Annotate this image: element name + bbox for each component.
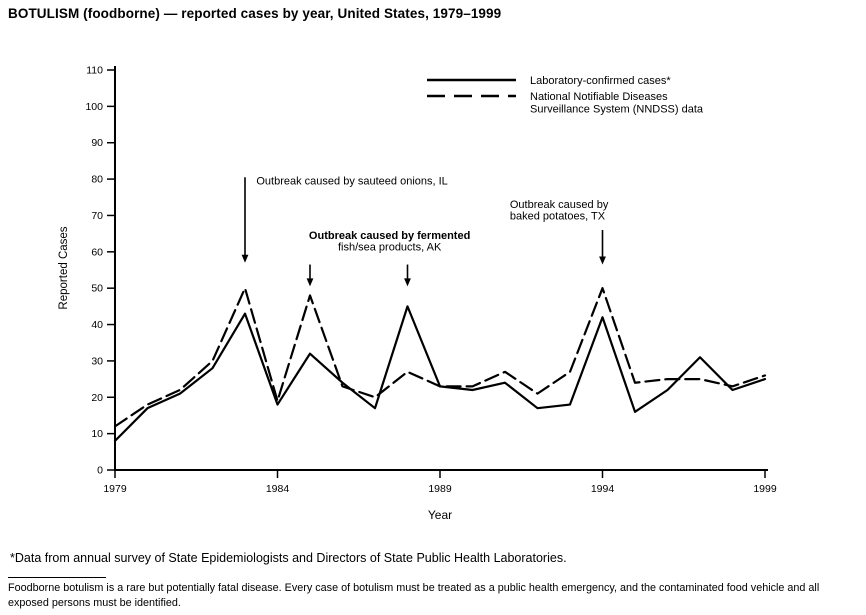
legend-label: Laboratory-confirmed cases* bbox=[530, 75, 671, 87]
y-axis-title: Reported Cases bbox=[58, 226, 70, 309]
y-axis-ticks: 0 10 20 30 40 50 60 70 80 90 100 110 bbox=[85, 65, 115, 477]
x-axis-title: Year bbox=[428, 508, 452, 522]
y-tick-label: 70 bbox=[91, 210, 103, 222]
y-tick-label: 110 bbox=[86, 65, 103, 77]
x-tick-label: 1999 bbox=[753, 483, 777, 495]
legend-label: National Notifiable Diseases bbox=[530, 91, 668, 103]
annotation-text: Outbreak caused by sauteed onions, IL bbox=[256, 176, 447, 188]
annotation-arrowhead bbox=[404, 278, 411, 287]
series-line-dashed bbox=[113, 287, 767, 428]
x-tick-label: 1994 bbox=[591, 483, 615, 495]
y-tick-label: 80 bbox=[91, 174, 103, 186]
series-line-solid bbox=[113, 305, 767, 443]
x-axis-ticks: 1979 1984 1989 1994 1999 bbox=[103, 470, 777, 495]
annotation-text: Outbreak caused by bbox=[510, 199, 609, 211]
data-source-footnote: *Data from annual survey of State Epidem… bbox=[10, 551, 567, 565]
x-tick-label: 1979 bbox=[103, 483, 127, 495]
legend: Laboratory-confirmed cases* National Noti… bbox=[427, 75, 704, 116]
y-tick-label: 30 bbox=[91, 355, 103, 367]
annotations: Outbreak caused by sauteed onions, IL Out… bbox=[241, 176, 609, 287]
legend-label: Surveillance System (NNDSS) data bbox=[530, 104, 704, 116]
y-tick-label: 20 bbox=[91, 392, 103, 404]
axes bbox=[114, 66, 768, 471]
annotation-arrowhead bbox=[599, 256, 606, 265]
annotation-arrowhead bbox=[241, 254, 249, 263]
annotation-text: Outbreak caused by fermented bbox=[309, 230, 470, 242]
y-tick-label: 10 bbox=[91, 428, 103, 440]
y-tick-label: 40 bbox=[91, 319, 103, 331]
disease-note: Foodborne botulism is a rare but potenti… bbox=[8, 582, 820, 609]
x-tick-label: 1989 bbox=[428, 483, 452, 495]
figure-title: BOTULISM (foodborne) — reported cases by… bbox=[8, 6, 502, 21]
annotation-arrowhead bbox=[306, 278, 314, 287]
botulism-line-chart: 0 10 20 30 40 50 60 70 80 90 100 110 1979 1984 1989 199… bbox=[58, 65, 777, 523]
footnote-divider bbox=[8, 577, 106, 578]
y-tick-label: 60 bbox=[91, 246, 103, 258]
y-tick-label: 50 bbox=[91, 283, 103, 295]
x-tick-label: 1984 bbox=[266, 483, 290, 495]
y-tick-label: 0 bbox=[97, 465, 103, 477]
annotation-text: fish/sea products, AK bbox=[338, 242, 442, 254]
y-tick-label: 100 bbox=[85, 101, 103, 113]
y-tick-label: 90 bbox=[91, 137, 103, 149]
annotation-text: baked potatoes, TX bbox=[510, 211, 606, 223]
